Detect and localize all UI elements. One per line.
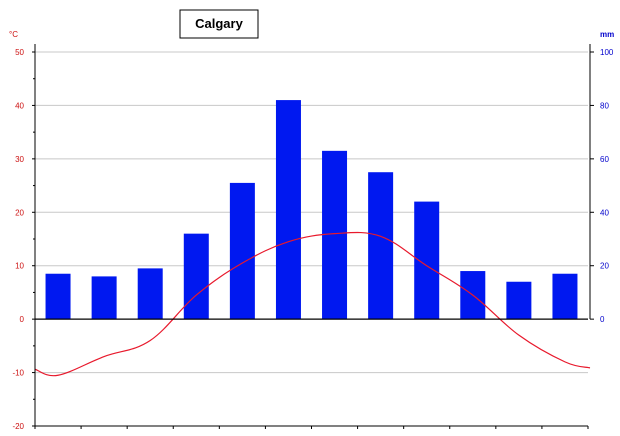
left-tick-label: 10 xyxy=(15,262,24,271)
precipitation-bar xyxy=(275,100,301,320)
chart-title-box xyxy=(179,9,259,39)
right-tick-label: 0 xyxy=(600,315,605,324)
precipitation-bar xyxy=(229,182,255,320)
precipitation-bar xyxy=(45,273,71,320)
right-tick-label: 80 xyxy=(600,101,609,110)
chart-title: Calgary xyxy=(195,16,243,31)
left-tick-label: 30 xyxy=(15,155,24,164)
precipitation-bar xyxy=(322,150,348,320)
left-tick-label: 0 xyxy=(20,315,25,324)
right-tick-label: 20 xyxy=(600,262,609,271)
left-tick-label: -10 xyxy=(12,369,24,378)
right-tick-label: 60 xyxy=(600,155,609,164)
precipitation-bar xyxy=(91,276,117,320)
left-tick-label: -20 xyxy=(12,422,24,431)
right-axis-unit: mm xyxy=(600,30,614,39)
left-tick-label: 50 xyxy=(15,48,24,57)
precipitation-bar xyxy=(368,172,394,320)
left-tick-label: 40 xyxy=(15,101,24,110)
precipitation-bars xyxy=(45,100,578,320)
grid-lines xyxy=(35,51,588,427)
axes xyxy=(32,44,594,429)
left-axis-unit: °C xyxy=(9,30,18,39)
precipitation-bar xyxy=(137,268,163,320)
precipitation-bar xyxy=(552,273,578,320)
temperature-line-path xyxy=(34,231,591,377)
right-tick-label: 100 xyxy=(600,48,614,57)
right-tick-label: 40 xyxy=(600,208,609,217)
temperature-line xyxy=(34,231,591,377)
precipitation-bar xyxy=(506,281,532,320)
precipitation-bar xyxy=(183,233,209,320)
left-tick-label: 20 xyxy=(15,208,24,217)
